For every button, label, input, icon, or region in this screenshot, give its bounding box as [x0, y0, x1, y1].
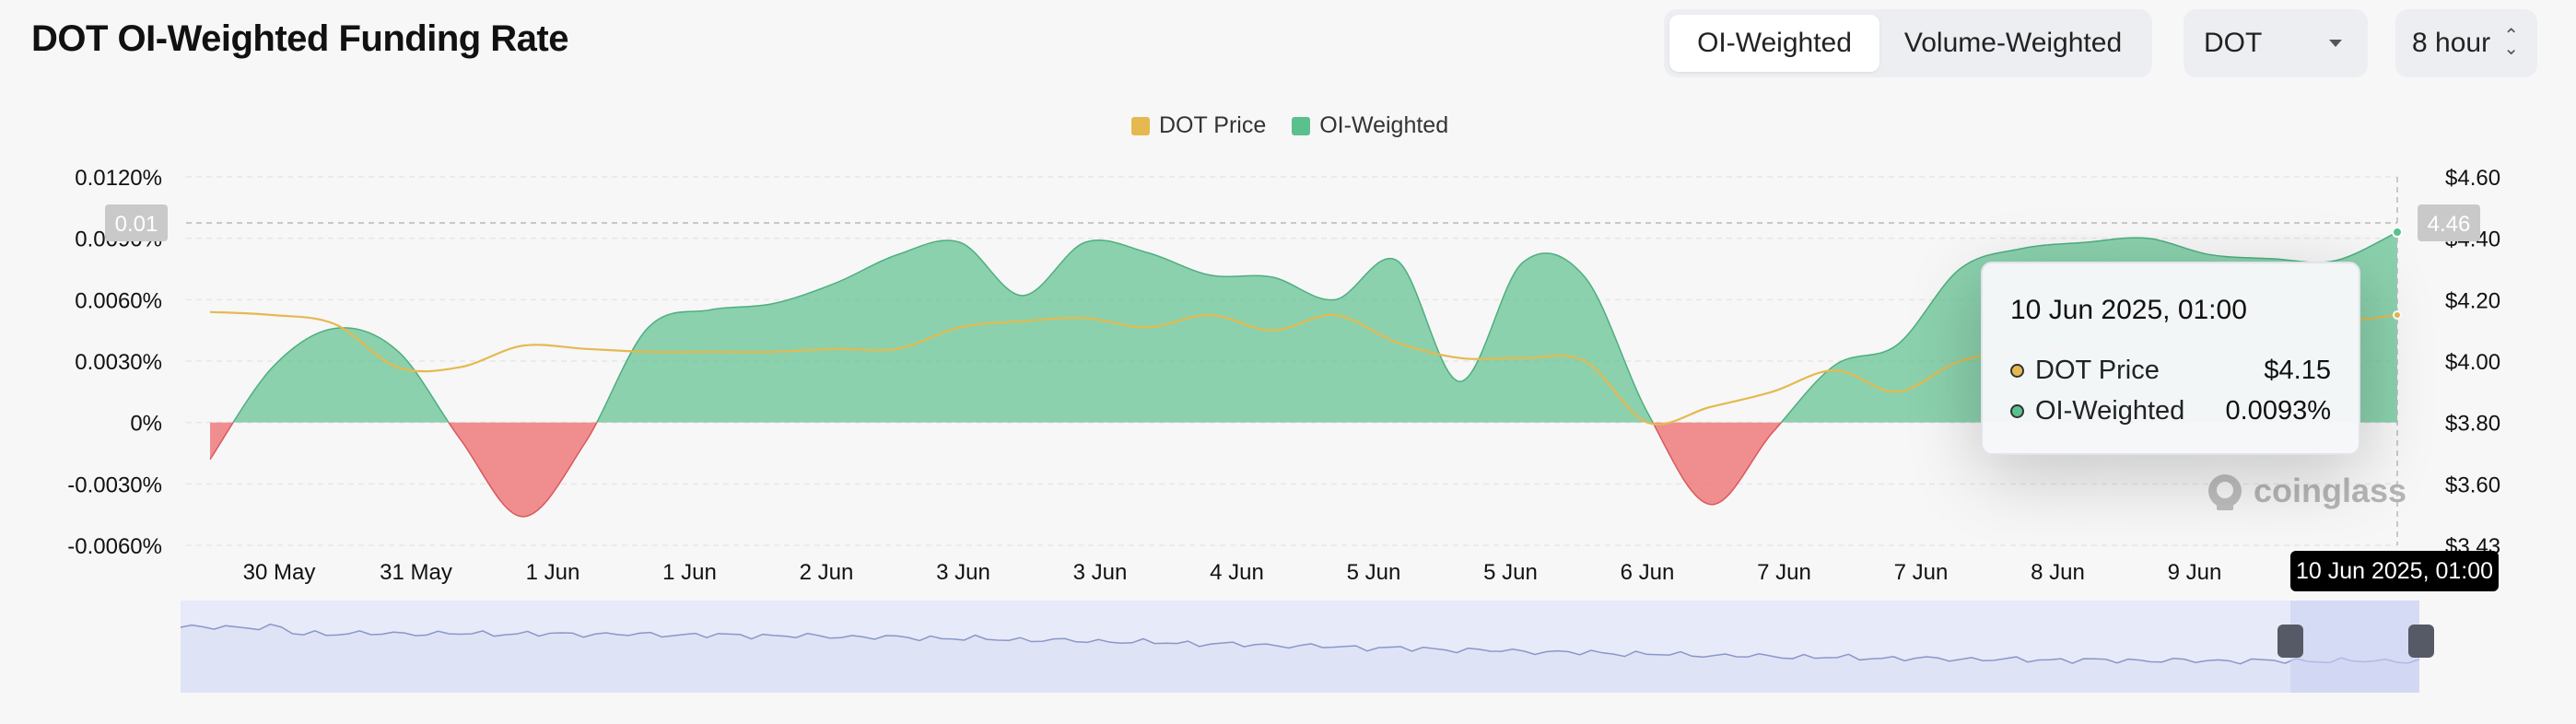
y-right-tick-label: $4.00 [2445, 350, 2500, 375]
x-tick-label: 1 Jun [662, 560, 717, 585]
x-tick-label: 9 Jun [2168, 560, 2222, 585]
x-tick-label: 7 Jun [1757, 560, 1811, 585]
navigator-handle-right[interactable] [2408, 625, 2434, 658]
y-right-tick-label: $3.60 [2445, 473, 2500, 497]
oi-weighted-line-positive [232, 231, 2398, 423]
x-tick-label: 30 May [243, 560, 316, 585]
navigator-handle-left[interactable] [2277, 625, 2303, 658]
x-tick-label: 3 Jun [936, 560, 990, 585]
y-right-tick-label: $3.80 [2445, 412, 2500, 437]
dot-price-hover-point [2393, 310, 2402, 320]
legend-item-oi-weighted[interactable]: OI-Weighted [1292, 112, 1448, 139]
chart-legend: DOT Price OI-Weighted [1131, 112, 1474, 139]
page-title: DOT OI-Weighted Funding Rate [31, 18, 569, 59]
interval-select[interactable]: 8 hour ⌃ ⌄ [2395, 9, 2537, 77]
tab-volume-weighted[interactable]: Volume-Weighted [1903, 28, 2123, 58]
weighting-toggle: OI-Weighted Volume-Weighted [1664, 9, 2152, 77]
x-tick-label: 6 Jun [1621, 560, 1675, 585]
x-tick-label: 1 Jun [526, 560, 580, 585]
watermark: coinglass [2204, 470, 2406, 512]
navigator-line [180, 623, 2420, 665]
y-left-tick-label: 0.0060% [75, 288, 162, 313]
y-left-tick-label: 0.0030% [75, 350, 162, 375]
x-tick-label: 3 Jun [1073, 560, 1128, 585]
y-left-tick-label: 0.0120% [75, 166, 162, 191]
x-tick-label: 8 Jun [2031, 560, 2085, 585]
y-left-tick-label: 0% [130, 412, 162, 437]
crosshair-y-right-badge [2418, 204, 2480, 241]
oi-weighted-area-positive [233, 232, 2397, 423]
crosshair-x-badge: 10 Jun 2025, 01:00 [2290, 551, 2499, 591]
x-tick-label: 31 May [380, 560, 452, 585]
x-tick-label: 7 Jun [1894, 560, 1949, 585]
tooltip-dot [2010, 363, 2024, 378]
y-left-tick-label: -0.0030% [67, 473, 162, 497]
navigator-area [181, 624, 2419, 693]
coinglass-logo-icon [2208, 474, 2242, 510]
tooltip-row-oi-weighted: OI-Weighted 0.0093% [2010, 391, 2331, 431]
tooltip-dot [2010, 403, 2024, 418]
oi-weighted-line-negative [209, 422, 1783, 518]
navigator-selection[interactable] [2290, 601, 2419, 693]
x-tick-label: 4 Jun [1210, 560, 1264, 585]
chevron-down-icon [2329, 40, 2342, 47]
x-tick-label: 5 Jun [1347, 560, 1401, 585]
legend-item-dot-price[interactable]: DOT Price [1131, 112, 1266, 139]
x-tick-label: 5 Jun [1483, 560, 1538, 585]
legend-swatch [1292, 116, 1311, 135]
tooltip-row-value: 0.0093% [2225, 395, 2332, 426]
tooltip-title: 10 Jun 2025, 01:00 [2010, 295, 2247, 325]
x-tick-label: 2 Jun [800, 560, 854, 585]
crosshair-y-left-badge [105, 204, 168, 241]
tooltip-row-name: DOT Price [2035, 355, 2160, 385]
tooltip-row-name: OI-Weighted [2035, 395, 2185, 426]
y-right-tick-label: $4.20 [2445, 288, 2500, 313]
crosshair-y-right-label: 4.46 [2428, 212, 2471, 237]
y-left-tick-label: -0.0060% [67, 534, 162, 559]
crosshair-y-left-label: 0.01 [115, 212, 158, 237]
coin-select-value: DOT [2204, 28, 2263, 58]
tooltip-row-value: $4.15 [2264, 355, 2331, 385]
coin-select[interactable]: DOT [2184, 9, 2368, 77]
y-right-tick-label: $4.60 [2445, 166, 2500, 191]
legend-swatch [1131, 116, 1150, 135]
legend-label: OI-Weighted [1319, 112, 1449, 138]
watermark-text: coinglass [2254, 472, 2407, 509]
updown-chevron-icon: ⌃ ⌄ [2503, 26, 2519, 59]
oi-weighted-hover-point [2392, 227, 2403, 238]
chart-tooltip: 10 Jun 2025, 01:00 DOT Price $4.15 OI-We… [1981, 262, 2360, 455]
tab-oi-weighted[interactable]: OI-Weighted [1669, 15, 1879, 72]
legend-label: DOT Price [1159, 112, 1267, 138]
interval-select-value: 8 hour [2412, 28, 2491, 58]
tooltip-row-dot-price: DOT Price $4.15 [2010, 350, 2331, 391]
